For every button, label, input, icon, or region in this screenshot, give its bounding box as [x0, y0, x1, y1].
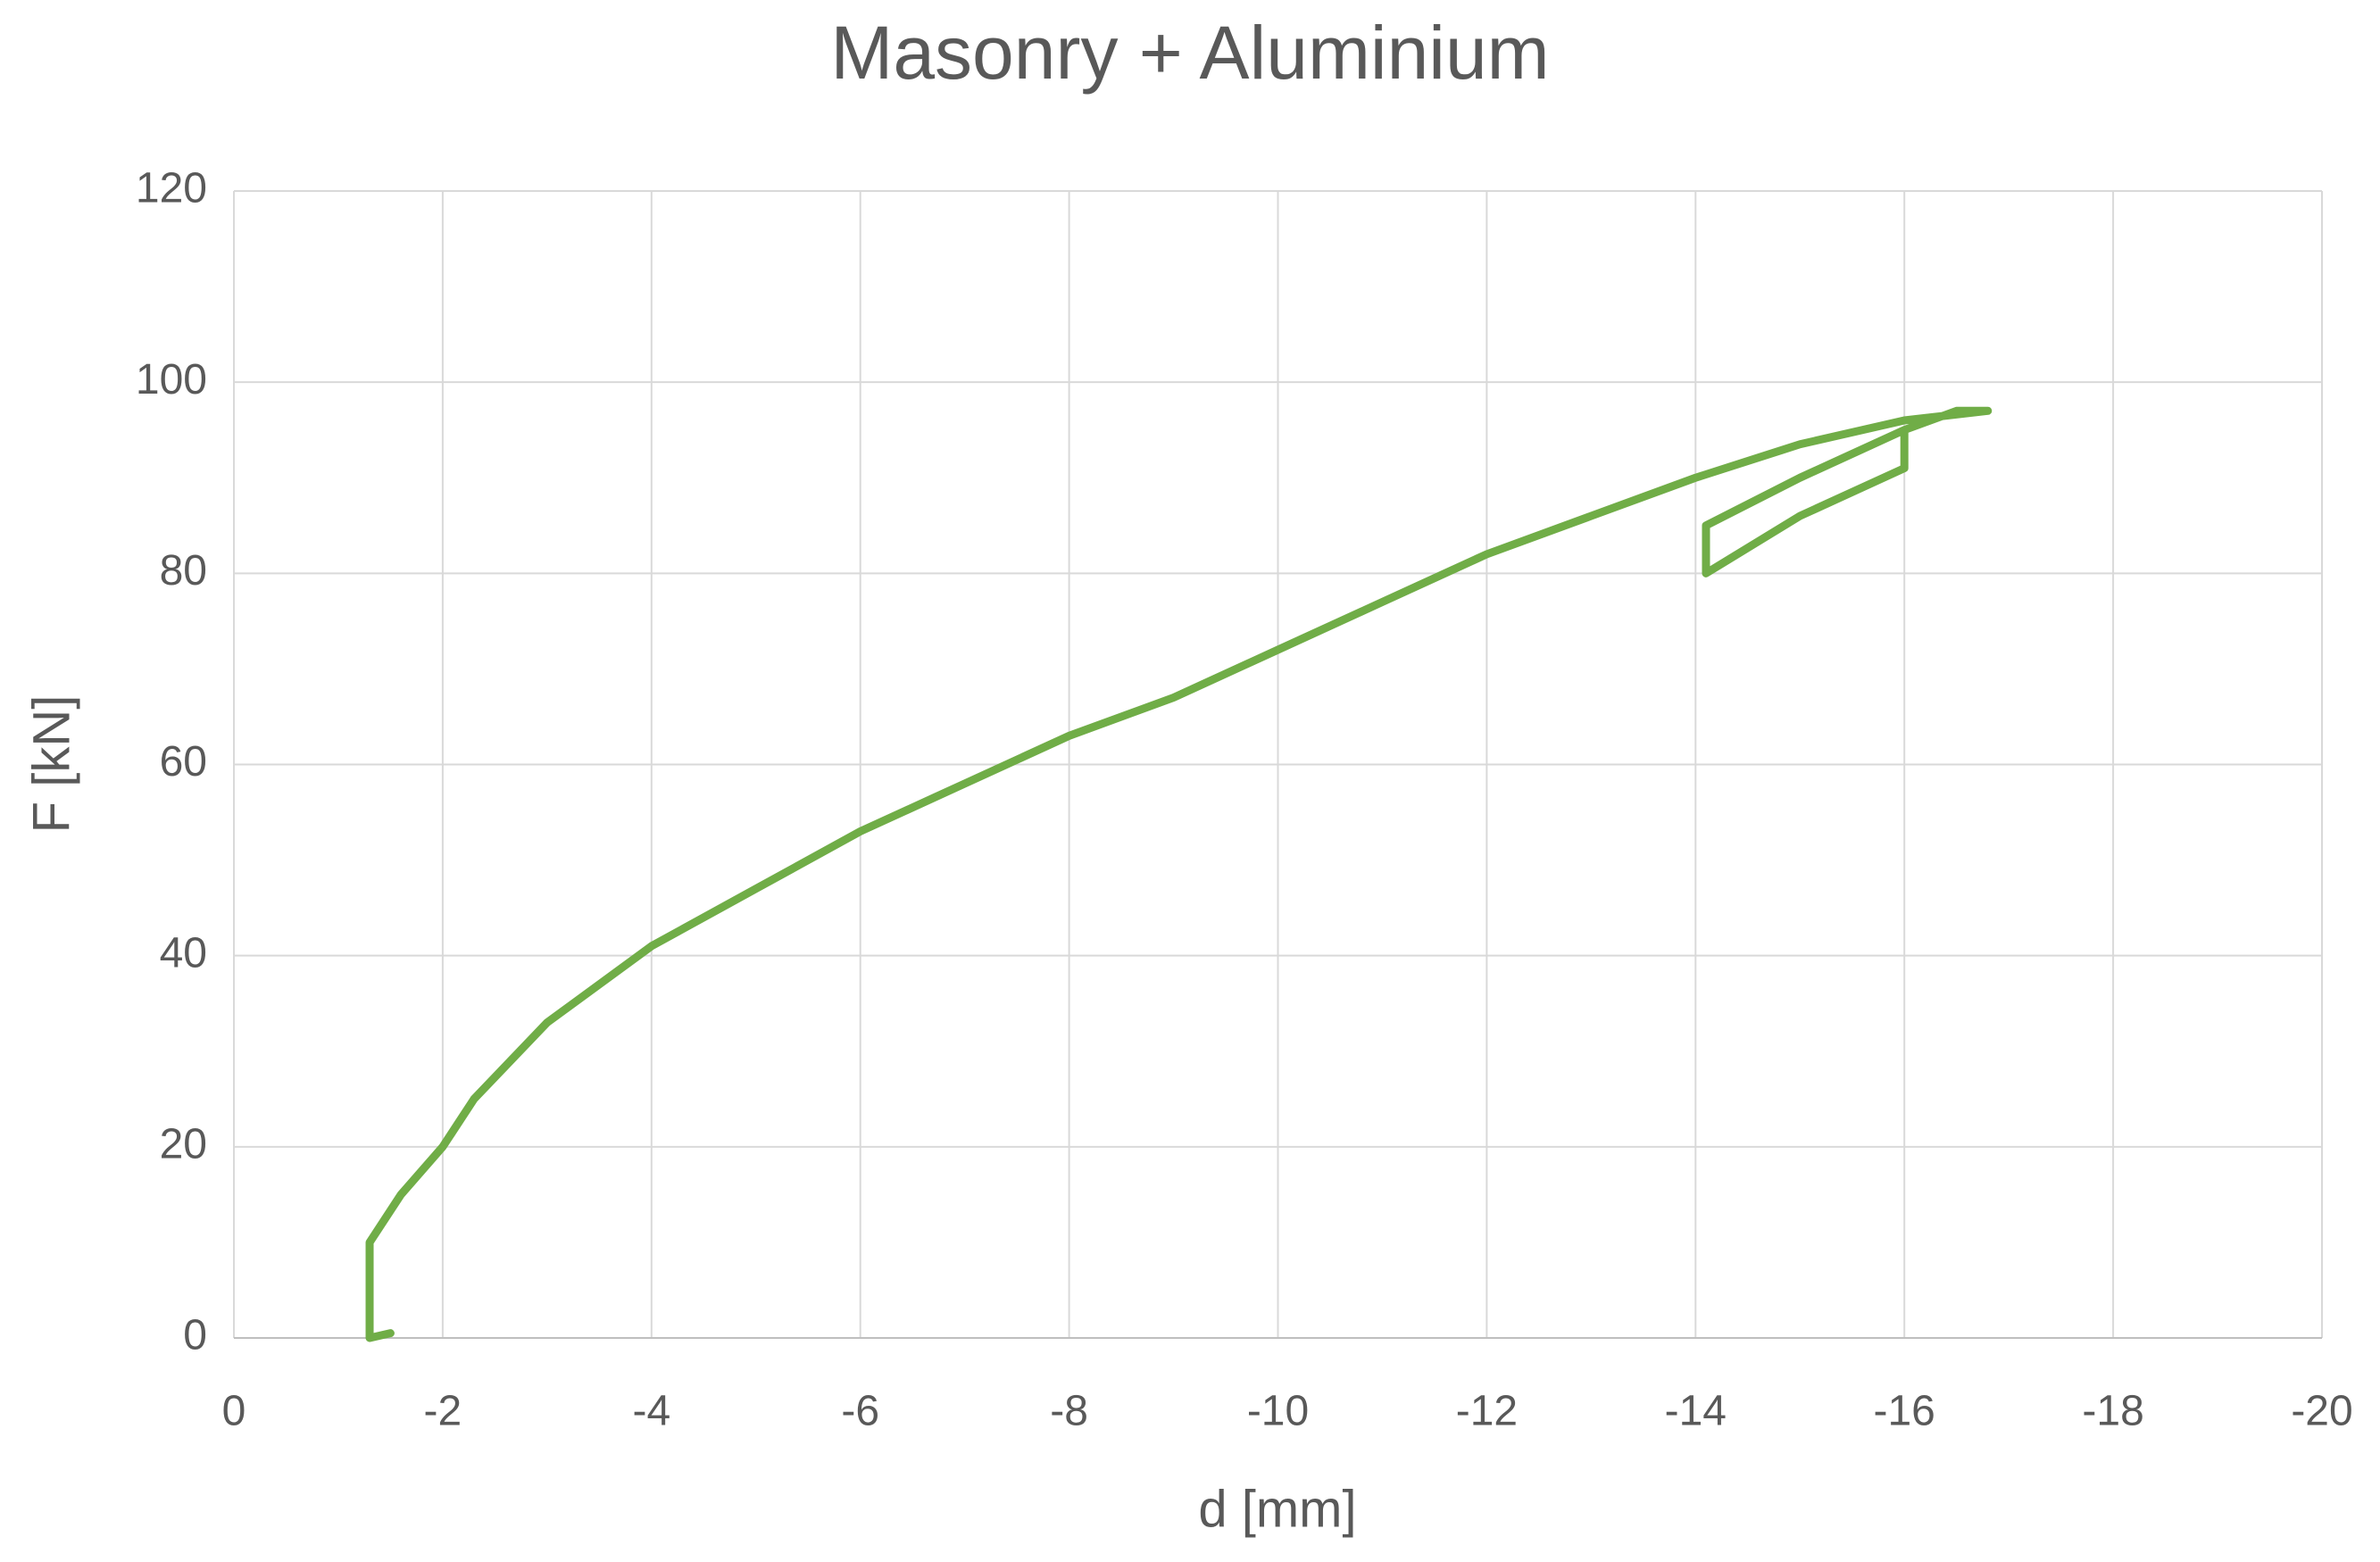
y-tick-label: 0 [183, 1312, 207, 1359]
x-tick-label: -4 [632, 1388, 670, 1435]
x-tick-label: -8 [1050, 1388, 1088, 1435]
chart-title: Masonry + Aluminium [830, 11, 1549, 95]
x-tick-label: 0 [222, 1388, 246, 1435]
y-tick-label: 100 [136, 356, 207, 403]
y-tick-label: 80 [160, 547, 207, 594]
x-tick-label: -14 [1665, 1388, 1727, 1435]
y-tick-label: 20 [160, 1121, 207, 1168]
x-tick-label: -12 [1456, 1388, 1518, 1435]
x-tick-label: -6 [841, 1388, 879, 1435]
y-tick-label: 120 [136, 165, 207, 212]
x-tick-label: -16 [1874, 1388, 1935, 1435]
y-tick-label: 40 [160, 929, 207, 976]
x-tick-label: -2 [424, 1388, 462, 1435]
y-tick-label: 60 [160, 738, 207, 785]
x-tick-label: -20 [2291, 1388, 2352, 1435]
x-tick-label: -10 [1247, 1388, 1309, 1435]
data-line [365, 406, 1993, 1342]
x-tick-label: -18 [2082, 1388, 2143, 1435]
x-axis-label: d [mm] [1198, 1480, 1356, 1538]
y-axis-label: F [kN] [22, 695, 80, 834]
